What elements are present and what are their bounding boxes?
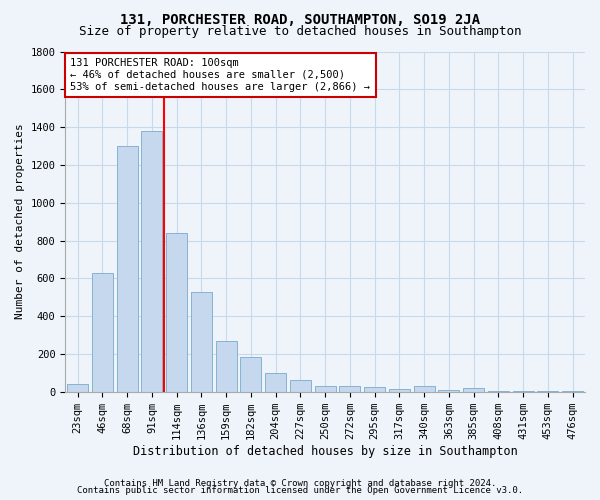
Text: 131 PORCHESTER ROAD: 100sqm
← 46% of detached houses are smaller (2,500)
53% of : 131 PORCHESTER ROAD: 100sqm ← 46% of det… (70, 58, 370, 92)
Bar (314, 386, 335, 392)
Bar (488, 391, 509, 392)
Bar (389, 389, 410, 392)
Bar (290, 380, 311, 392)
Bar (340, 386, 361, 392)
Bar (512, 391, 533, 392)
Text: 131, PORCHESTER ROAD, SOUTHAMPTON, SO19 2JA: 131, PORCHESTER ROAD, SOUTHAMPTON, SO19 … (120, 12, 480, 26)
Text: Size of property relative to detached houses in Southampton: Size of property relative to detached ho… (79, 25, 521, 38)
Bar (562, 391, 583, 392)
X-axis label: Distribution of detached houses by size in Southampton: Distribution of detached houses by size … (133, 444, 518, 458)
Bar (67, 384, 88, 392)
Bar (439, 390, 460, 392)
Bar (142, 131, 163, 392)
Bar (463, 388, 484, 392)
Bar (241, 357, 262, 392)
Bar (265, 373, 286, 392)
Bar (364, 387, 385, 392)
Bar (116, 146, 137, 392)
Text: Contains public sector information licensed under the Open Government Licence v3: Contains public sector information licen… (77, 486, 523, 495)
Bar (215, 340, 236, 392)
Y-axis label: Number of detached properties: Number of detached properties (15, 124, 25, 320)
Bar (191, 292, 212, 392)
Text: Contains HM Land Registry data © Crown copyright and database right 2024.: Contains HM Land Registry data © Crown c… (104, 478, 496, 488)
Bar (413, 386, 434, 392)
Bar (166, 233, 187, 392)
Bar (92, 272, 113, 392)
